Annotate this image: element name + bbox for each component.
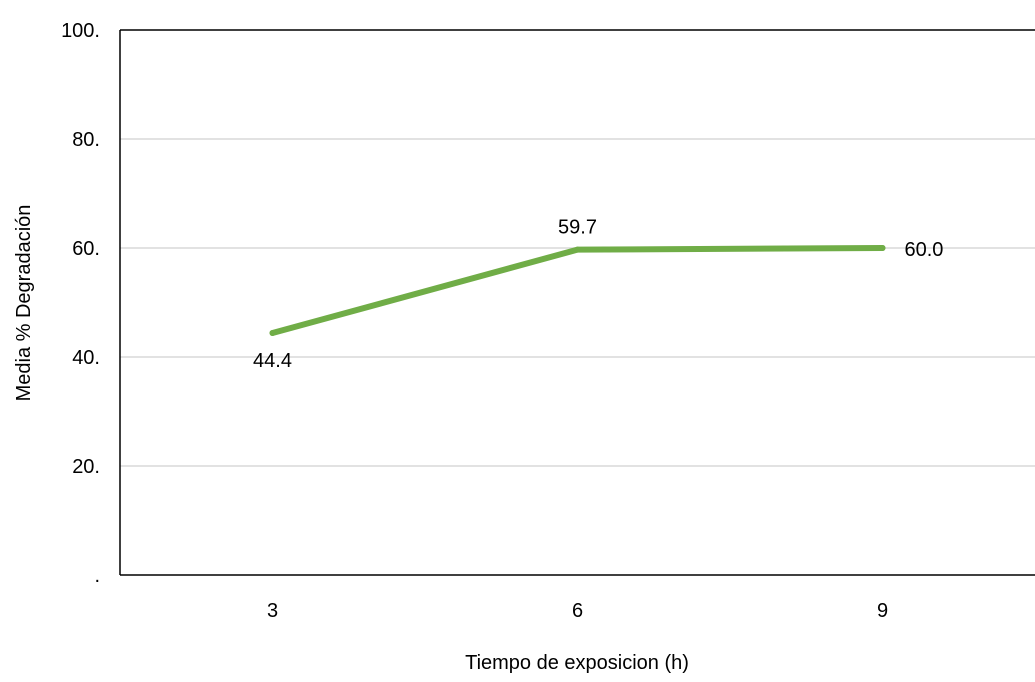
data-labels: 44.4 59.7 60.0 xyxy=(253,217,943,372)
x-tick-label: 9 xyxy=(877,600,888,622)
y-tick-label: 40. xyxy=(72,347,100,369)
y-axis-ticks: . 20. 40. 60. 80. 100. xyxy=(61,20,100,587)
x-tick-label: 3 xyxy=(267,600,278,622)
y-tick-label: 80. xyxy=(72,129,100,151)
x-axis-ticks: 3 6 9 xyxy=(267,600,888,622)
gridlines xyxy=(120,138,1035,467)
data-label: 59.7 xyxy=(558,217,597,239)
y-tick-label: 100. xyxy=(61,20,100,42)
series-line xyxy=(269,245,886,337)
series-layer xyxy=(269,245,886,337)
data-label: 44.4 xyxy=(253,350,292,372)
data-label: 60.0 xyxy=(905,239,944,261)
data-point xyxy=(269,330,276,337)
data-point xyxy=(879,245,886,251)
plot-frame xyxy=(119,29,1035,576)
y-tick-label: 60. xyxy=(72,238,100,260)
y-axis-title: Media % Degradación xyxy=(13,205,35,402)
y-tick-label: 20. xyxy=(72,456,100,478)
data-point xyxy=(574,246,581,253)
x-tick-label: 6 xyxy=(572,600,583,622)
y-tick-label: . xyxy=(94,565,100,587)
x-axis-title: Tiempo de exposicion (h) xyxy=(465,652,689,674)
